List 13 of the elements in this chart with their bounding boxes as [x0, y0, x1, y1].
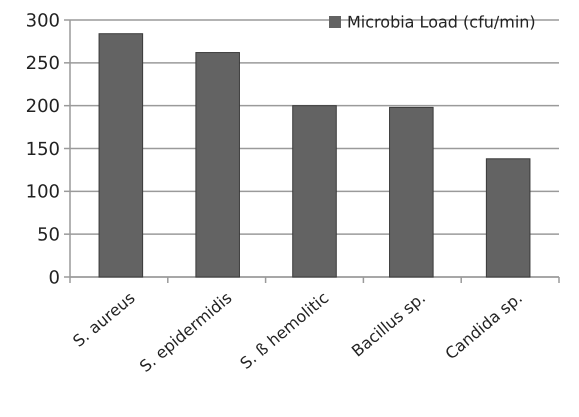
bar: [486, 158, 530, 278]
y-tick-label: 100: [26, 182, 60, 203]
bar: [98, 33, 144, 278]
y-tick-label: 50: [37, 224, 60, 246]
y-tick-label: 300: [26, 10, 60, 32]
bar: [389, 106, 434, 278]
bar: [195, 52, 240, 278]
y-tick-label: 250: [26, 53, 60, 74]
legend-label: Microbia Load (cfu/min): [347, 12, 536, 32]
y-tick-label: 150: [26, 138, 60, 160]
y-tick-label: 200: [26, 96, 60, 117]
bar: [292, 105, 337, 278]
y-tick-label: 0: [48, 267, 60, 288]
